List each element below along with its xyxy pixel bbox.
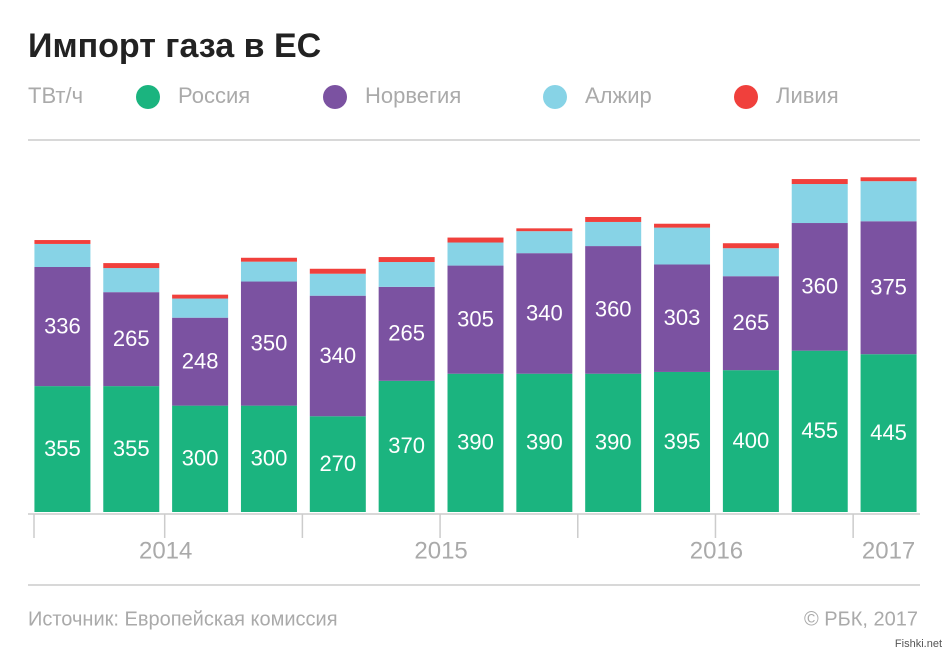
- chart-title: Импорт газа в ЕС: [28, 27, 321, 65]
- value-label: 390: [526, 430, 563, 455]
- bar-segment: [860, 181, 917, 222]
- bar-segment: [309, 416, 366, 512]
- bar-segment: [103, 263, 160, 269]
- value-label: 300: [182, 446, 219, 471]
- value-label: 270: [319, 451, 356, 476]
- x-tick-label: 2014: [139, 537, 192, 564]
- bar-segment: [309, 268, 366, 274]
- legend-label: Россия: [178, 83, 250, 108]
- bar-segment: [585, 373, 642, 512]
- bar-segment: [447, 265, 504, 374]
- bar-segment: [722, 248, 779, 277]
- legend-label: Норвегия: [365, 83, 461, 108]
- value-label: 350: [251, 330, 288, 355]
- unit-label: ТВт/ч: [28, 83, 83, 108]
- bar-segment: [378, 262, 435, 287]
- bar-segment: [172, 317, 229, 406]
- value-label: 300: [251, 446, 288, 471]
- bar-segment: [860, 221, 917, 355]
- bar-segment: [791, 179, 848, 185]
- bar-segment: [378, 286, 435, 381]
- bar-segment: [791, 350, 848, 512]
- bar-segment: [585, 216, 642, 222]
- value-label: 395: [664, 429, 701, 454]
- bar-segment: [34, 386, 91, 512]
- bar-segment: [516, 231, 573, 254]
- value-label: 455: [801, 418, 838, 443]
- legend-label: Ливия: [776, 83, 839, 108]
- bar-segment: [378, 257, 435, 263]
- value-label: 305: [457, 306, 494, 331]
- bar-segment: [240, 281, 297, 406]
- bar-segment: [860, 177, 917, 182]
- value-label: 340: [526, 300, 563, 325]
- bar-segment: [172, 405, 229, 512]
- x-tick-label: 2015: [414, 537, 467, 564]
- bar-segment: [722, 243, 779, 249]
- value-label: 445: [870, 420, 907, 445]
- value-label: 265: [388, 321, 425, 346]
- bar-segment: [172, 298, 229, 318]
- value-label: 336: [44, 313, 81, 338]
- bar-segment: [516, 253, 573, 374]
- value-label: 303: [664, 305, 701, 330]
- bar-segment: [309, 273, 366, 296]
- credit: © РБК, 2017: [804, 608, 918, 630]
- bar-segment: [240, 405, 297, 512]
- legend-label: Алжир: [585, 83, 652, 108]
- x-tick-label: 2016: [690, 537, 743, 564]
- value-label: 248: [182, 348, 219, 373]
- legend-swatch: [136, 85, 160, 109]
- value-label: 400: [733, 428, 770, 453]
- value-label: 375: [870, 275, 907, 300]
- watermark: Fishki.net: [895, 638, 942, 650]
- value-label: 390: [457, 430, 494, 455]
- legend-swatch: [734, 85, 758, 109]
- bar-segment: [34, 240, 91, 244]
- bar-segment: [654, 227, 711, 265]
- bar-segment: [172, 294, 229, 299]
- value-label: 370: [388, 433, 425, 458]
- value-label: 340: [319, 343, 356, 368]
- bar-segment: [654, 223, 711, 228]
- legend-swatch: [543, 85, 567, 109]
- bar-segment: [860, 354, 917, 512]
- value-label: 355: [44, 436, 81, 461]
- bar-segment: [585, 221, 642, 247]
- bar-segment: [103, 386, 160, 512]
- bar-segment: [34, 243, 91, 267]
- bar-segment: [654, 264, 711, 372]
- bar-segment: [654, 371, 711, 512]
- legend-swatch: [323, 85, 347, 109]
- value-label: 390: [595, 430, 632, 455]
- bar-segment: [516, 373, 573, 512]
- bar-segment: [791, 184, 848, 224]
- value-label: 265: [733, 310, 770, 335]
- bar-segment: [240, 261, 297, 282]
- bar-segment: [240, 257, 297, 262]
- bar-segment: [447, 237, 504, 243]
- value-label: 360: [801, 274, 838, 299]
- value-label: 265: [113, 326, 150, 351]
- bar-segment: [722, 370, 779, 512]
- bar-segment: [791, 223, 848, 351]
- bar-segment: [309, 295, 366, 417]
- bar-segment: [447, 242, 504, 266]
- bar-segment: [516, 228, 573, 232]
- bar-segment: [103, 292, 160, 387]
- x-tick-label: 2017: [862, 537, 915, 564]
- bar-segment: [103, 268, 160, 293]
- value-label: 360: [595, 297, 632, 322]
- bar-segment: [378, 380, 435, 512]
- value-label: 355: [113, 436, 150, 461]
- bar-segment: [585, 246, 642, 374]
- bar-segment: [447, 373, 504, 512]
- bar-segment: [34, 266, 91, 387]
- source: Источник: Европейская комиссия: [28, 608, 338, 630]
- bar-segment: [722, 276, 779, 371]
